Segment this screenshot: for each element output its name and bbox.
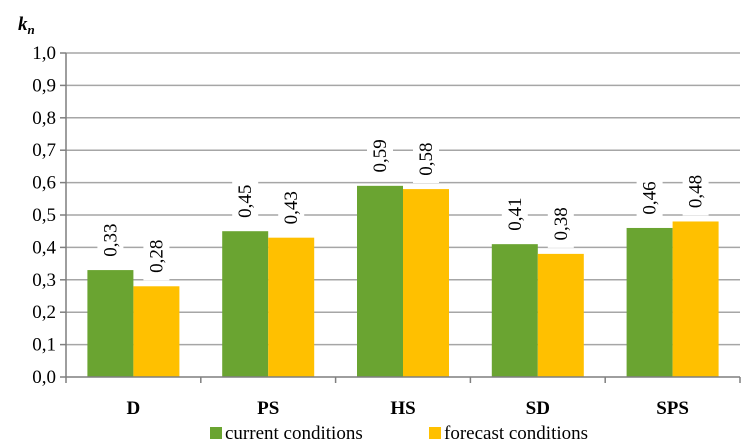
data-label: 0,43 — [281, 191, 302, 224]
bar — [491, 244, 538, 377]
bar — [626, 227, 673, 377]
legend-swatch — [429, 427, 441, 439]
bar — [403, 189, 449, 377]
y-tick-label: 0,9 — [32, 75, 56, 96]
data-label: 0,48 — [686, 175, 707, 208]
legend: current conditions forecast conditions — [210, 423, 588, 442]
y-tick-label: 1,0 — [32, 43, 56, 64]
y-axis-label: kn — [18, 14, 35, 37]
y-tick-label: 0,7 — [32, 140, 56, 161]
category-label: SD — [526, 398, 550, 419]
legend-label: current conditions — [225, 423, 363, 442]
legend-label: forecast conditions — [444, 423, 588, 442]
bar — [672, 221, 719, 377]
category-label: HS — [390, 398, 415, 419]
data-label-background — [278, 183, 305, 232]
category-label: D — [127, 398, 141, 419]
data-label-background — [682, 167, 709, 216]
data-label-background — [413, 135, 439, 184]
category-label: SPS — [656, 398, 689, 419]
data-label: 0,46 — [640, 181, 661, 214]
data-label: 0,41 — [505, 198, 526, 231]
y-tick-label: 0,1 — [32, 335, 56, 356]
data-label: 0,58 — [416, 142, 437, 175]
data-label-background — [367, 131, 393, 180]
data-label-background — [501, 190, 528, 239]
bar — [357, 185, 403, 377]
legend-swatch — [210, 427, 222, 439]
data-label: 0,59 — [370, 139, 391, 172]
y-tick-label: 0,3 — [32, 270, 56, 291]
bar — [133, 286, 180, 377]
data-labels: 0,33 0,28 0,45 0,43 0,59 0,58 0,41 0,38 0,46 0,48 — [97, 131, 709, 281]
category-labels: D PS HS SD SPS — [127, 398, 689, 419]
bar — [222, 231, 269, 377]
y-tick-label: 0,6 — [32, 173, 56, 194]
bar — [87, 270, 134, 377]
y-tick-label: 0,0 — [32, 367, 56, 388]
y-tick-label: 0,8 — [32, 108, 56, 129]
data-label: 0,45 — [235, 185, 256, 218]
data-label-background — [143, 232, 170, 281]
data-label: 0,28 — [146, 240, 167, 273]
bar — [268, 237, 315, 377]
y-tick-label: 0,2 — [32, 302, 56, 323]
data-label: 0,33 — [100, 223, 121, 256]
y-axis-ticks: 0,0 0,1 0,2 0,3 0,4 0,5 0,6 0,7 0,8 0,9 1,0 — [32, 43, 66, 388]
data-label-background — [636, 173, 663, 222]
axes — [65, 53, 741, 383]
data-label-background — [547, 199, 574, 248]
data-label-background — [232, 177, 259, 226]
bar — [537, 253, 584, 377]
y-tick-label: 0,5 — [32, 205, 56, 226]
data-label: 0,38 — [551, 207, 572, 240]
data-label-background — [97, 216, 124, 265]
y-tick-label: 0,4 — [32, 237, 56, 258]
bars — [87, 185, 719, 377]
category-label: PS — [257, 398, 279, 419]
